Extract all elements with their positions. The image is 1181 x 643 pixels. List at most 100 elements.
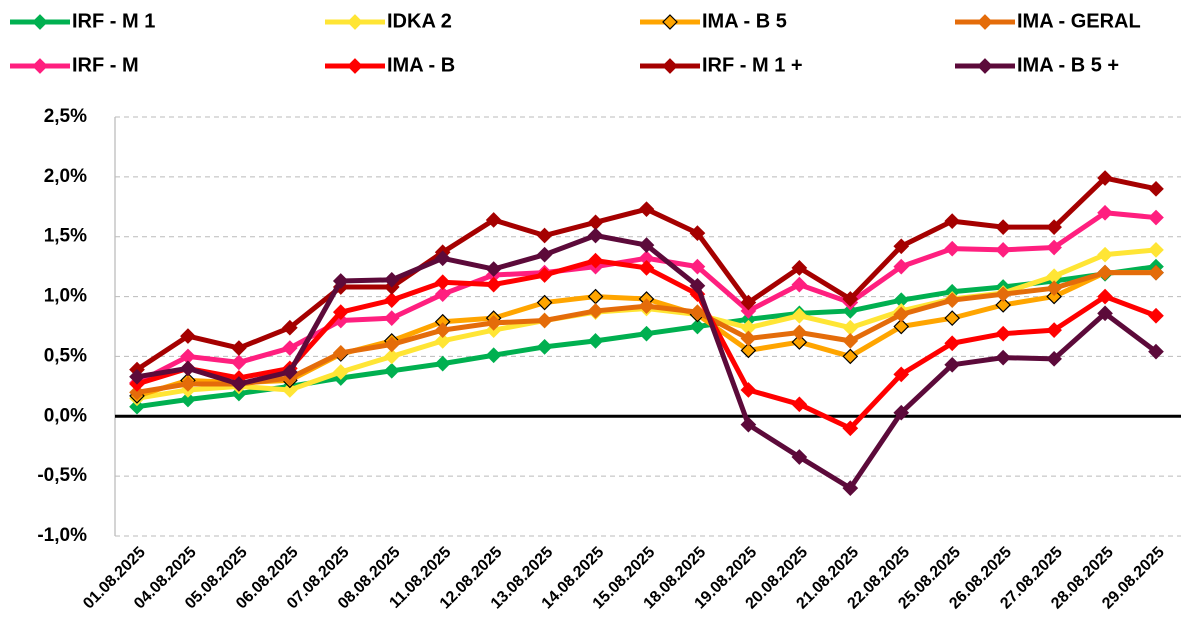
point xyxy=(383,348,400,365)
point xyxy=(587,227,604,244)
point xyxy=(893,318,910,335)
point xyxy=(485,212,502,228)
point xyxy=(1046,322,1062,338)
point xyxy=(893,238,910,255)
point xyxy=(587,214,604,231)
point xyxy=(282,382,298,398)
point xyxy=(434,322,451,338)
point xyxy=(1148,180,1164,197)
point xyxy=(1046,239,1062,256)
point xyxy=(740,342,757,359)
point xyxy=(434,286,451,303)
point xyxy=(434,274,451,291)
point xyxy=(740,294,757,311)
y-tick-label: 2,5% xyxy=(44,106,87,127)
y-tick-label: -0,5% xyxy=(37,465,87,486)
point xyxy=(842,333,859,349)
point xyxy=(1097,170,1113,186)
y-tick-label: 0,5% xyxy=(44,345,87,366)
y-tick-label: 1,5% xyxy=(44,226,87,247)
point xyxy=(1148,264,1164,281)
point xyxy=(842,348,859,365)
point xyxy=(893,366,910,383)
point xyxy=(485,276,502,293)
series xyxy=(129,227,1164,496)
legend-marker xyxy=(347,58,363,74)
point xyxy=(587,303,604,319)
point xyxy=(1046,219,1062,235)
point xyxy=(638,201,655,218)
point xyxy=(944,310,961,326)
point xyxy=(944,240,961,257)
y-tick-label: 2,0% xyxy=(44,166,87,187)
point xyxy=(842,319,859,336)
point xyxy=(180,376,196,392)
point xyxy=(740,416,757,433)
point xyxy=(995,242,1011,258)
point xyxy=(944,356,961,373)
point xyxy=(434,250,451,267)
legend-label: IMA - GERAL xyxy=(1017,10,1141,32)
point xyxy=(180,328,196,344)
point xyxy=(282,319,298,336)
point xyxy=(536,246,553,263)
point xyxy=(332,304,349,320)
point xyxy=(740,330,757,347)
point xyxy=(1148,242,1164,258)
series xyxy=(129,252,1164,437)
legend-marker xyxy=(662,58,678,74)
point xyxy=(638,237,655,253)
point xyxy=(995,325,1011,342)
point xyxy=(536,339,553,355)
point xyxy=(383,292,400,309)
point xyxy=(689,258,706,275)
point xyxy=(791,396,808,413)
series xyxy=(129,170,1164,378)
point xyxy=(893,258,910,275)
point xyxy=(231,354,247,371)
point xyxy=(282,364,298,380)
point xyxy=(332,273,349,289)
point xyxy=(1046,288,1062,305)
point xyxy=(231,340,247,356)
legend-label: IRF - M 1 xyxy=(72,10,155,32)
point xyxy=(689,277,706,294)
point xyxy=(638,325,655,342)
point xyxy=(791,276,808,293)
point xyxy=(129,384,145,401)
point xyxy=(485,315,502,331)
point xyxy=(383,310,400,326)
point xyxy=(791,259,808,276)
point xyxy=(842,303,859,319)
legend-marker xyxy=(32,14,48,30)
point xyxy=(383,362,400,379)
point xyxy=(536,227,553,244)
point xyxy=(944,213,961,229)
point xyxy=(332,364,349,380)
point xyxy=(893,306,910,323)
point xyxy=(332,344,349,361)
legend-label: IRF - M xyxy=(72,54,139,76)
point xyxy=(1148,343,1164,360)
point xyxy=(1097,204,1113,221)
legend-label: IRF - M 1 + xyxy=(702,54,803,76)
point xyxy=(893,404,910,421)
point xyxy=(180,391,196,408)
point xyxy=(689,304,706,320)
legend-label: IMA - B 5 + xyxy=(1017,54,1119,76)
point xyxy=(282,340,298,356)
point xyxy=(944,335,961,352)
point xyxy=(995,297,1011,313)
y-tick-label: -1,0% xyxy=(37,525,87,546)
point xyxy=(1097,246,1113,263)
point xyxy=(1097,288,1113,305)
point xyxy=(434,333,451,349)
point xyxy=(536,294,553,311)
legend-label: IMA - B xyxy=(387,54,455,76)
point xyxy=(1148,307,1164,324)
point xyxy=(587,288,604,305)
point xyxy=(791,307,808,324)
legend-label: IDKA 2 xyxy=(387,10,452,32)
point xyxy=(689,225,706,241)
